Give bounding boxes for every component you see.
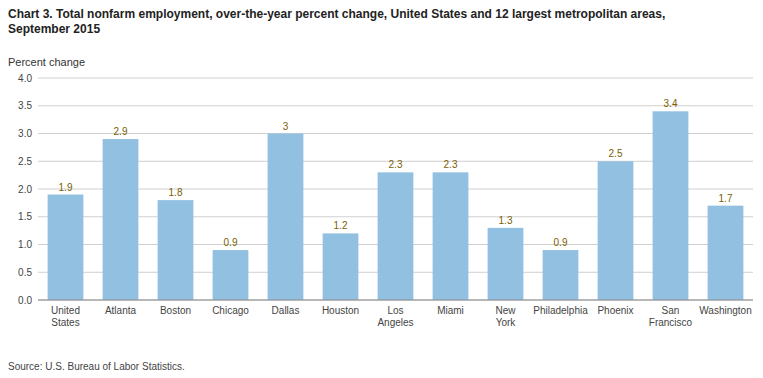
x-tick-label: Chicago xyxy=(212,305,249,316)
y-tick-label: 2.5 xyxy=(18,156,32,167)
bar xyxy=(488,228,524,300)
data-label: 2.3 xyxy=(444,159,458,170)
data-label: 1.8 xyxy=(169,187,183,198)
data-label: 1.7 xyxy=(719,193,733,204)
x-tick-label: Washington xyxy=(699,305,751,316)
text-line: Chart 3. Total nonfarm employment, over-… xyxy=(8,7,665,21)
y-tick-label: 4.0 xyxy=(18,73,32,84)
title: Chart 3. Total nonfarm employment, over-… xyxy=(8,7,665,36)
text-line: Francisco xyxy=(649,317,693,328)
text-line: Angeles xyxy=(377,317,413,328)
bar xyxy=(48,195,84,300)
grid-line xyxy=(38,105,753,106)
y-tick-label: 0.5 xyxy=(18,267,32,278)
labels: 1.9 UnitedStates 2.9 Atlanta 1.8 Boston 0.9 Chi… xyxy=(51,98,752,328)
y-tick-label: 3.0 xyxy=(18,128,32,139)
text-line: Philadelphia xyxy=(533,305,588,316)
x-tick-label: Phoenix xyxy=(597,305,633,316)
text-line: United xyxy=(51,305,80,316)
bar xyxy=(708,206,744,300)
x-tick-label: Boston xyxy=(160,305,191,316)
bar xyxy=(433,172,469,300)
y-tick-label: 3.5 xyxy=(18,100,32,111)
x-tick-label: Philadelphia xyxy=(533,305,588,316)
x-tick-label: Dallas xyxy=(272,305,300,316)
grid-line xyxy=(38,300,753,301)
x-tick-label: Houston xyxy=(322,305,359,316)
text-line: Houston xyxy=(322,305,359,316)
text-line: States xyxy=(51,317,79,328)
data-label: 2.3 xyxy=(389,159,403,170)
x-tick-label: SanFrancisco xyxy=(649,305,693,328)
bars xyxy=(48,111,744,300)
y-tick-label: 2.0 xyxy=(18,184,32,195)
text-line: Washington xyxy=(699,305,751,316)
text-line: Chicago xyxy=(212,305,249,316)
x-tick-label: NewYork xyxy=(495,305,516,328)
data-label: 0.9 xyxy=(224,237,238,248)
bar xyxy=(103,139,139,300)
x-tick-label: Atlanta xyxy=(105,305,137,316)
bar xyxy=(378,172,414,300)
bar xyxy=(653,111,689,300)
grid-line xyxy=(38,133,753,134)
text-line: Dallas xyxy=(272,305,300,316)
grid xyxy=(38,78,753,300)
y-axis-label: Percent change xyxy=(8,56,85,68)
chart: Chart 3. Total nonfarm employment, over-… xyxy=(0,0,763,378)
x-tick-label: Miami xyxy=(437,305,464,316)
bar xyxy=(323,233,359,300)
y-tick-label: 1.5 xyxy=(18,211,32,222)
data-label: 2.9 xyxy=(114,126,128,137)
text-line: Miami xyxy=(437,305,464,316)
text-line: York xyxy=(496,317,517,328)
text-line: Phoenix xyxy=(597,305,633,316)
text-line: San xyxy=(662,305,680,316)
grid-line xyxy=(38,78,753,79)
data-label: 3.4 xyxy=(664,98,678,109)
bar xyxy=(268,134,304,301)
data-label: 1.2 xyxy=(334,220,348,231)
bar xyxy=(598,161,634,300)
text-line: New xyxy=(495,305,516,316)
bar xyxy=(213,250,249,300)
y-tick-label: 0.0 xyxy=(18,295,32,306)
bar xyxy=(158,200,194,300)
data-label: 3 xyxy=(283,121,289,132)
x-tick-label: UnitedStates xyxy=(51,305,80,328)
text-line: Atlanta xyxy=(105,305,137,316)
data-label: 2.5 xyxy=(609,148,623,159)
bar xyxy=(543,250,579,300)
text-line: Los xyxy=(387,305,403,316)
text-line: Boston xyxy=(160,305,191,316)
source-note: Source: U.S. Bureau of Labor Statistics. xyxy=(8,361,185,372)
x-tick-label: LosAngeles xyxy=(377,305,413,328)
data-label: 0.9 xyxy=(554,237,568,248)
data-label: 1.9 xyxy=(59,182,73,193)
text-line: September 2015 xyxy=(8,22,100,36)
y-tick-label: 1.0 xyxy=(18,239,32,250)
data-label: 1.3 xyxy=(499,215,513,226)
x-axis-line xyxy=(38,300,753,301)
